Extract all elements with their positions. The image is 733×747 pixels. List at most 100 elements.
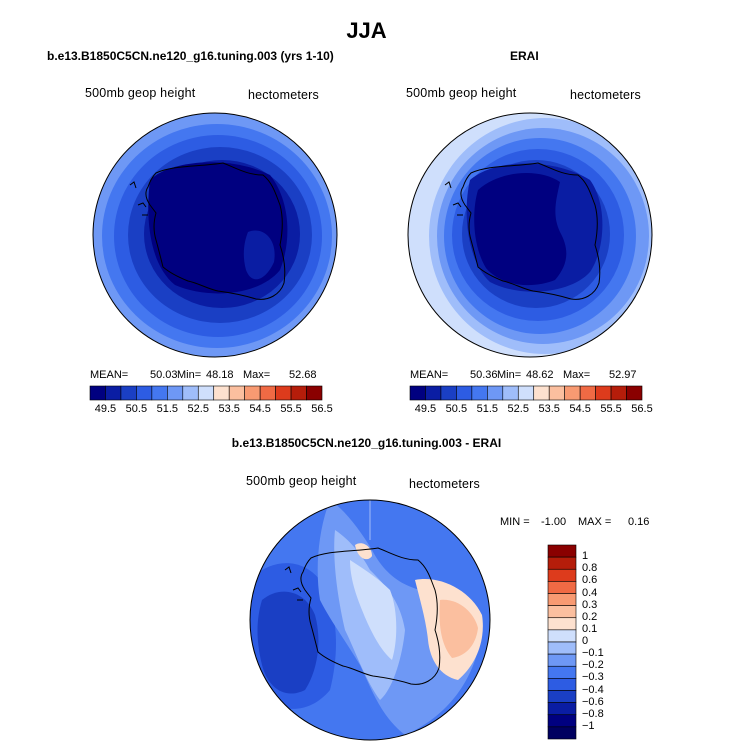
- model-colorbar-tick: 50.5: [125, 403, 148, 415]
- model-variable-label: 500mb geop height: [85, 86, 196, 100]
- difference-colorbar-swatch: [547, 617, 577, 631]
- model-colorbar-swatch: [306, 385, 323, 401]
- model-colorbar-swatch: [213, 385, 230, 401]
- difference-colorbar-swatch: [547, 556, 577, 570]
- difference-colorbar-swatch: [547, 678, 577, 691]
- model-map: [93, 113, 337, 357]
- obs-colorbar-swatch: [626, 385, 643, 401]
- model-colorbar-tick: 54.5: [249, 403, 271, 415]
- diff-field-c9: [439, 599, 478, 658]
- obs-colorbar-tick: 49.5: [414, 403, 437, 415]
- model-min-value: 48.18: [206, 369, 234, 381]
- difference-colorbar: [547, 544, 577, 740]
- difference-colorbar-tick: −0.8: [582, 707, 604, 720]
- obs-max-label: Max=: [563, 369, 591, 381]
- obs-mean-value: 50.36: [470, 369, 498, 381]
- obs-colorbar-swatch: [533, 385, 550, 401]
- obs-colorbar-tick: 53.5: [538, 403, 560, 415]
- obs-colorbar-swatch: [610, 385, 627, 401]
- model-colorbar-swatch: [89, 385, 106, 401]
- model-colorbar-swatch: [228, 385, 245, 401]
- model-map-border: [92, 112, 338, 358]
- model-max-value: 52.68: [289, 369, 317, 381]
- model-mean-value: 50.03: [150, 369, 178, 381]
- obs-mean-label: MEAN=: [410, 369, 449, 381]
- model-colorbar-tick: 55.5: [280, 403, 302, 415]
- diff-field-c2: [257, 591, 319, 694]
- difference-max-label: MAX =: [578, 516, 612, 528]
- model-min-label: Min=: [177, 369, 202, 381]
- obs-islands: [444, 181, 463, 216]
- obs-colorbar-swatch: [440, 385, 457, 401]
- obs-colorbar-swatch: [579, 385, 596, 401]
- model-max-label: Max=: [243, 369, 271, 381]
- obs-field-c0: [474, 172, 567, 286]
- obs-colorbar-swatch: [471, 385, 488, 401]
- obs-colorbar-swatch: [595, 385, 612, 401]
- difference-colorbar-tick: 0.8: [582, 562, 598, 575]
- model-colorbar-swatch: [151, 385, 168, 401]
- difference-map-border: [249, 499, 491, 741]
- obs-panel-title: ERAI: [510, 49, 539, 63]
- obs-map: [408, 113, 652, 357]
- model-colorbar: [89, 385, 323, 401]
- difference-colorbar-tick: 1: [582, 550, 589, 563]
- obs-colorbar-swatch: [564, 385, 581, 401]
- diff-field-c8-spot: [355, 543, 372, 560]
- obs-min-label: Min=: [497, 369, 522, 381]
- obs-colorbar-swatch: [487, 385, 504, 401]
- model-colorbar-swatch: [275, 385, 292, 401]
- difference-colorbar-swatch: [547, 568, 577, 582]
- figure-title: JJA: [346, 18, 387, 43]
- obs-colorbar-swatch: [517, 385, 535, 401]
- difference-islands: [284, 566, 303, 601]
- difference-colorbar-swatch: [547, 653, 577, 667]
- difference-variable-label: 500mb geop height: [246, 474, 357, 488]
- obs-colorbar-tick: 54.5: [569, 403, 591, 415]
- difference-colorbar-tick: 0: [582, 635, 589, 647]
- difference-colorbar-swatch: [547, 714, 577, 728]
- difference-colorbar-tick: −0.4: [582, 683, 604, 696]
- model-field-c1-lobe: [243, 230, 275, 280]
- model-colorbar-swatch: [105, 385, 122, 401]
- obs-colorbar-tick: 55.5: [600, 403, 622, 415]
- obs-min-value: 48.62: [526, 369, 554, 381]
- model-field-c0: [148, 162, 288, 294]
- obs-colorbar: [409, 385, 643, 401]
- obs-colorbar-tick: 56.5: [631, 403, 653, 415]
- difference-colorbar-tick: 0.2: [582, 610, 598, 623]
- obs-colorbar-tick: 50.5: [445, 403, 468, 415]
- difference-min-label: MIN =: [500, 516, 530, 528]
- model-colorbar-swatch: [259, 385, 276, 401]
- difference-max-value: 0.16: [628, 516, 650, 528]
- difference-colorbar-swatch: [547, 726, 577, 740]
- obs-colorbar-tick: 52.5: [507, 403, 529, 415]
- difference-units-label: hectometers: [409, 477, 480, 491]
- difference-colorbar-swatch: [547, 605, 577, 619]
- obs-variable-label: 500mb geop height: [406, 86, 517, 100]
- model-colorbar-tick: 56.5: [311, 403, 333, 415]
- obs-colorbar-swatch: [456, 385, 473, 401]
- difference-colorbar-tick: −0.1: [582, 647, 604, 660]
- model-colorbar-swatch: [197, 385, 215, 401]
- model-colorbar-tick: 52.5: [187, 403, 209, 415]
- obs-colorbar-swatch: [409, 385, 426, 401]
- difference-colorbar-swatch: [547, 629, 577, 643]
- model-panel-title: b.e13.B1850C5CN.ne120_g16.tuning.003 (yr…: [47, 49, 334, 63]
- difference-map: [250, 500, 490, 740]
- diff-field-c7: [350, 560, 397, 660]
- difference-colorbar-swatch: [547, 690, 577, 703]
- model-colorbar-swatch: [136, 385, 153, 401]
- difference-colorbar-swatch: [547, 581, 577, 594]
- difference-min-value: -1.00: [541, 516, 567, 528]
- difference-colorbar-tick: −0.2: [582, 659, 604, 672]
- model-colorbar-tick: 49.5: [94, 403, 117, 415]
- model-colorbar-swatch: [120, 385, 137, 401]
- difference-colorbar-tick: 0.1: [582, 622, 598, 635]
- difference-colorbar-swatch: [547, 593, 577, 606]
- obs-max-value: 52.97: [609, 369, 637, 381]
- difference-colorbar-swatch: [547, 641, 577, 655]
- model-colorbar-tick: 51.5: [156, 403, 179, 415]
